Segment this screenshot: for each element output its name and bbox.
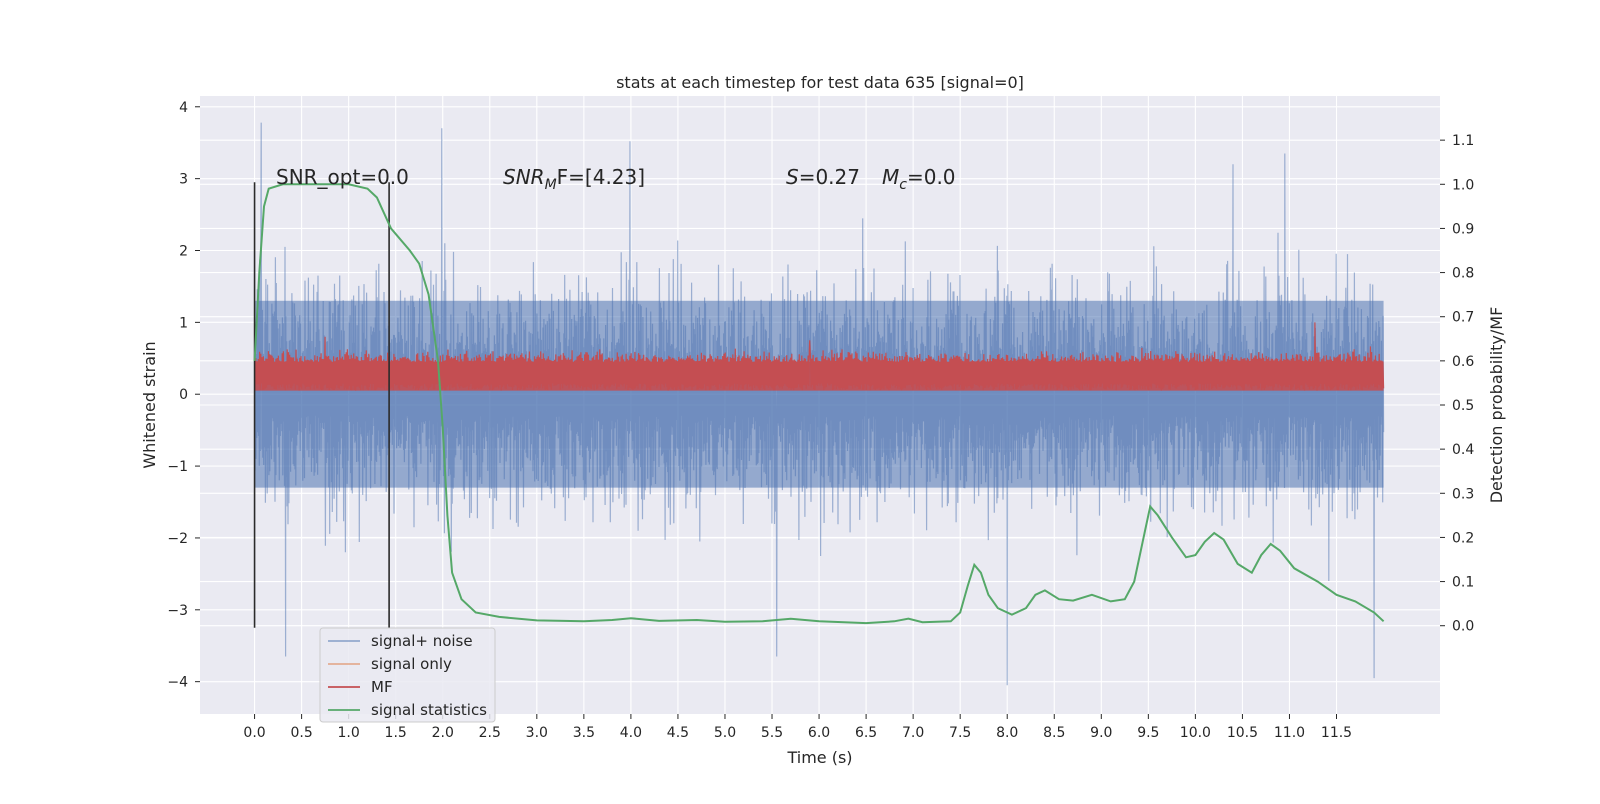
y-tick-label-right: 0.2 — [1452, 530, 1474, 546]
x-tick-label: 7.5 — [949, 725, 971, 741]
x-tick-label: 8.5 — [1043, 725, 1065, 741]
annotation-s-label: S — [786, 165, 799, 189]
y-tick-label-left: −3 — [167, 603, 188, 619]
annotation-s: S=0.27 — [786, 165, 860, 189]
x-tick-label: 6.5 — [855, 725, 877, 741]
x-tick-label: 0.0 — [243, 725, 265, 741]
y-tick-label-right: 0.1 — [1452, 575, 1474, 591]
y-tick-label-right: 1.1 — [1452, 133, 1474, 149]
annotation-snr-mf-sub: M — [545, 177, 557, 193]
x-tick-label: 7.0 — [902, 725, 924, 741]
annotation-snr-mf: SNRMF=[4.23] — [503, 165, 645, 193]
x-tick-label: 9.0 — [1090, 725, 1112, 741]
x-tick-label: 9.5 — [1137, 725, 1159, 741]
x-tick-label: 0.5 — [290, 725, 312, 741]
y-tick-label-left: 3 — [179, 172, 188, 188]
y-axis-label-left: Whitened strain — [140, 341, 159, 468]
annotation-snr-opt: SNR_opt=0.0 — [276, 165, 409, 189]
x-tick-label: 2.5 — [479, 725, 501, 741]
legend: signal+ noise signal only MF signal stat… — [319, 627, 496, 723]
y-tick-label-right: 0.9 — [1452, 221, 1474, 237]
x-tick-label: 2.0 — [432, 725, 454, 741]
y-tick-label-right: 1.0 — [1452, 177, 1474, 193]
y-tick-labels-right: 0.0 0.1 0.2 0.3 0.4 0.5 0.6 0.7 0.8 0.9 1.0 1.1 — [1440, 133, 1474, 635]
x-tick-label: 10.5 — [1227, 725, 1258, 741]
x-tick-label: 3.5 — [573, 725, 595, 741]
y-tick-label-left: 1 — [179, 315, 188, 331]
x-tick-label: 1.5 — [385, 725, 407, 741]
annotation-mc-base: M — [882, 165, 899, 189]
legend-label-signal-noise: signal+ noise — [371, 632, 473, 650]
x-tick-label: 1.0 — [338, 725, 360, 741]
x-tick-label: 10.0 — [1180, 725, 1211, 741]
legend-box — [319, 627, 496, 723]
annotation-mc-sub: c — [899, 177, 907, 193]
y-tick-label-left: −1 — [167, 459, 188, 475]
y-tick-label-right: 0.5 — [1452, 398, 1474, 414]
annotation-snr-mf-base: SNR — [503, 165, 545, 189]
series-mf — [254, 322, 1385, 391]
annotation-mc-value: =0.0 — [907, 165, 956, 189]
legend-label-signal-only: signal only — [371, 655, 452, 673]
x-tick-label: 11.0 — [1274, 725, 1305, 741]
y-tick-label-right: 0.8 — [1452, 266, 1474, 282]
x-axis-label: Time (s) — [786, 748, 852, 767]
x-tick-label: 8.0 — [996, 725, 1018, 741]
x-tick-label: 11.5 — [1321, 725, 1352, 741]
series-signal-noise-core — [254, 300, 1384, 488]
y-tick-label-right: 0.6 — [1452, 354, 1474, 370]
x-tick-label: 4.5 — [667, 725, 689, 741]
x-tick-label: 6.0 — [808, 725, 830, 741]
y-axis-label-right: Detection probability/MF — [1487, 307, 1506, 504]
x-tick-label: 5.0 — [714, 725, 736, 741]
x-tick-labels: 0.0 0.5 1.0 1.5 2.0 2.5 3.0 3.5 4.0 4.5 5.0 5.5 6.0 6… — [243, 714, 1352, 741]
x-tick-label: 3.0 — [526, 725, 548, 741]
x-tick-label: 5.5 — [761, 725, 783, 741]
chart-title: stats at each timestep for test data 635… — [616, 73, 1024, 92]
series-layer — [253, 122, 1385, 686]
annotation-s-value: =0.27 — [799, 165, 860, 189]
y-tick-label-right: 0.0 — [1452, 619, 1474, 635]
series-signal-statistics — [253, 183, 1385, 625]
annotation-snr-mf-rest: F=[4.23] — [557, 165, 645, 189]
y-tick-labels-left: −4 −3 −2 −1 0 1 2 3 4 — [167, 100, 200, 691]
legend-label-signal-statistics: signal statistics — [371, 701, 487, 719]
legend-label-mf: MF — [371, 678, 393, 696]
y-tick-label-right: 0.3 — [1452, 486, 1474, 502]
y-tick-label-left: −4 — [167, 675, 188, 691]
x-tick-label: 4.0 — [620, 725, 642, 741]
y-tick-label-right: 0.4 — [1452, 442, 1474, 458]
y-tick-label-left: 2 — [179, 244, 188, 260]
annotation-mc: Mc=0.0 — [882, 165, 956, 193]
y-tick-label-right: 0.7 — [1452, 310, 1474, 326]
y-tick-label-left: 4 — [179, 100, 188, 116]
y-tick-label-left: −2 — [167, 531, 188, 547]
y-tick-label-left: 0 — [179, 387, 188, 403]
